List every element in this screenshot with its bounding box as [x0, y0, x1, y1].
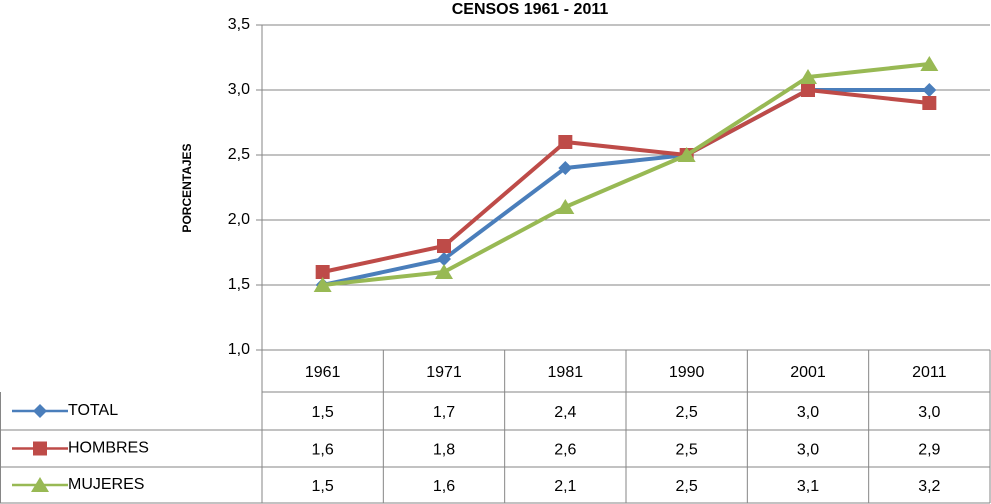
x-tick-label: 1981: [548, 364, 584, 381]
marker: [922, 83, 937, 97]
chart-title: CENSOS 1961 - 2011: [452, 1, 609, 18]
table-cell: 3,2: [918, 478, 940, 495]
series-line: [322, 62, 930, 287]
marker: [437, 252, 451, 266]
marker: [801, 83, 815, 97]
marker: [799, 69, 817, 84]
x-tick-label: 2001: [790, 364, 826, 381]
y-tick-label: 1,0: [228, 341, 250, 358]
table-cell: 2,5: [676, 478, 698, 495]
table-cell: 1,6: [312, 442, 334, 459]
table-cell: 2,5: [676, 442, 698, 459]
x-tick-label: 1971: [426, 364, 462, 381]
table-cell: 3,0: [918, 404, 940, 421]
table-cell: 1,5: [312, 478, 334, 495]
x-tick-label: 1961: [305, 364, 341, 381]
marker: [31, 477, 49, 492]
marker: [556, 199, 575, 214]
marker: [677, 147, 696, 162]
y-tick-label: 3,5: [228, 16, 250, 33]
marker: [435, 264, 453, 279]
y-tick-label: 3,0: [228, 81, 250, 98]
table-cell: 1,5: [312, 404, 334, 421]
legend-label: HOMBRES: [68, 440, 149, 457]
marker: [33, 441, 47, 456]
marker: [922, 96, 937, 110]
marker: [558, 161, 573, 175]
legend-label: TOTAL: [68, 402, 118, 419]
table-cell: 3,0: [797, 442, 819, 459]
marker: [920, 56, 939, 71]
legend-label: MUJERES: [68, 476, 144, 493]
series-line: [322, 88, 930, 287]
marker: [437, 239, 451, 253]
y-tick-label: 2,5: [228, 146, 250, 163]
marker: [313, 277, 332, 292]
marker: [33, 404, 47, 418]
table-cell: 2,6: [554, 442, 576, 459]
table-cell: 1,7: [433, 404, 455, 421]
y-tick-label: 2,0: [228, 211, 250, 228]
marker: [558, 135, 573, 149]
y-axis-label: PORCENTAJES: [180, 143, 194, 232]
y-tick-label: 1,5: [228, 276, 250, 293]
x-tick-label: 2011: [912, 364, 947, 381]
table-cell: 3,0: [797, 404, 819, 421]
table-cell: 1,8: [433, 442, 455, 459]
table-cell: 2,1: [554, 478, 576, 495]
table-cell: 2,5: [676, 404, 698, 421]
series-line: [322, 88, 930, 274]
table-cell: 1,6: [433, 478, 455, 495]
table-cell: 2,9: [918, 442, 940, 459]
marker: [315, 265, 330, 279]
table-cell: 3,1: [797, 478, 819, 495]
x-tick-label: 1990: [669, 364, 705, 381]
table-cell: 2,4: [554, 404, 576, 421]
